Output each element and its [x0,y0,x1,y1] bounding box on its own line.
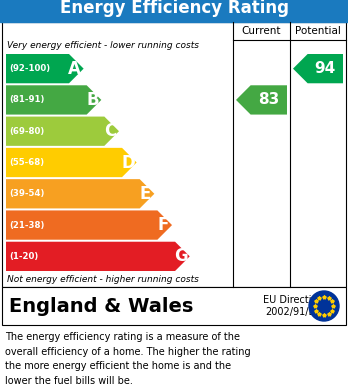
Text: 83: 83 [258,92,279,108]
Text: A: A [69,60,81,78]
Text: lower the fuel bills will be.: lower the fuel bills will be. [5,376,133,386]
Text: (21-38): (21-38) [9,221,45,230]
Text: (55-68): (55-68) [9,158,44,167]
Polygon shape [6,85,101,115]
Text: overall efficiency of a home. The higher the rating: overall efficiency of a home. The higher… [5,347,251,357]
Text: B: B [86,91,99,109]
Polygon shape [6,54,84,83]
Text: Current: Current [242,26,281,36]
Polygon shape [6,210,172,240]
Bar [0,0,348,22]
Text: C: C [104,122,116,140]
Text: D: D [121,154,135,172]
Text: Not energy efficient - higher running costs: Not energy efficient - higher running co… [7,274,199,283]
Text: Energy Efficiency Rating: Energy Efficiency Rating [60,0,288,17]
Text: 94: 94 [315,61,336,76]
Text: EU Directive
2002/91/EC: EU Directive 2002/91/EC [263,295,323,317]
Circle shape [309,291,339,321]
Text: E: E [140,185,151,203]
Text: Potential: Potential [295,26,341,36]
Bar [2,22,346,287]
Text: The energy efficiency rating is a measure of the: The energy efficiency rating is a measur… [5,332,240,342]
Polygon shape [6,179,155,208]
Text: G: G [174,248,188,265]
Polygon shape [236,85,287,115]
Text: (1-20): (1-20) [9,252,38,261]
Text: F: F [158,216,169,234]
Text: (69-80): (69-80) [9,127,44,136]
Text: the more energy efficient the home is and the: the more energy efficient the home is an… [5,361,231,371]
Text: (92-100): (92-100) [9,64,50,73]
Polygon shape [293,54,343,83]
Text: England & Wales: England & Wales [9,296,193,316]
Polygon shape [6,117,119,146]
Bar [2,287,346,325]
Text: (81-91): (81-91) [9,95,45,104]
Polygon shape [6,148,137,177]
Polygon shape [6,242,190,271]
Text: (39-54): (39-54) [9,189,45,198]
Text: Very energy efficient - lower running costs: Very energy efficient - lower running co… [7,41,199,50]
